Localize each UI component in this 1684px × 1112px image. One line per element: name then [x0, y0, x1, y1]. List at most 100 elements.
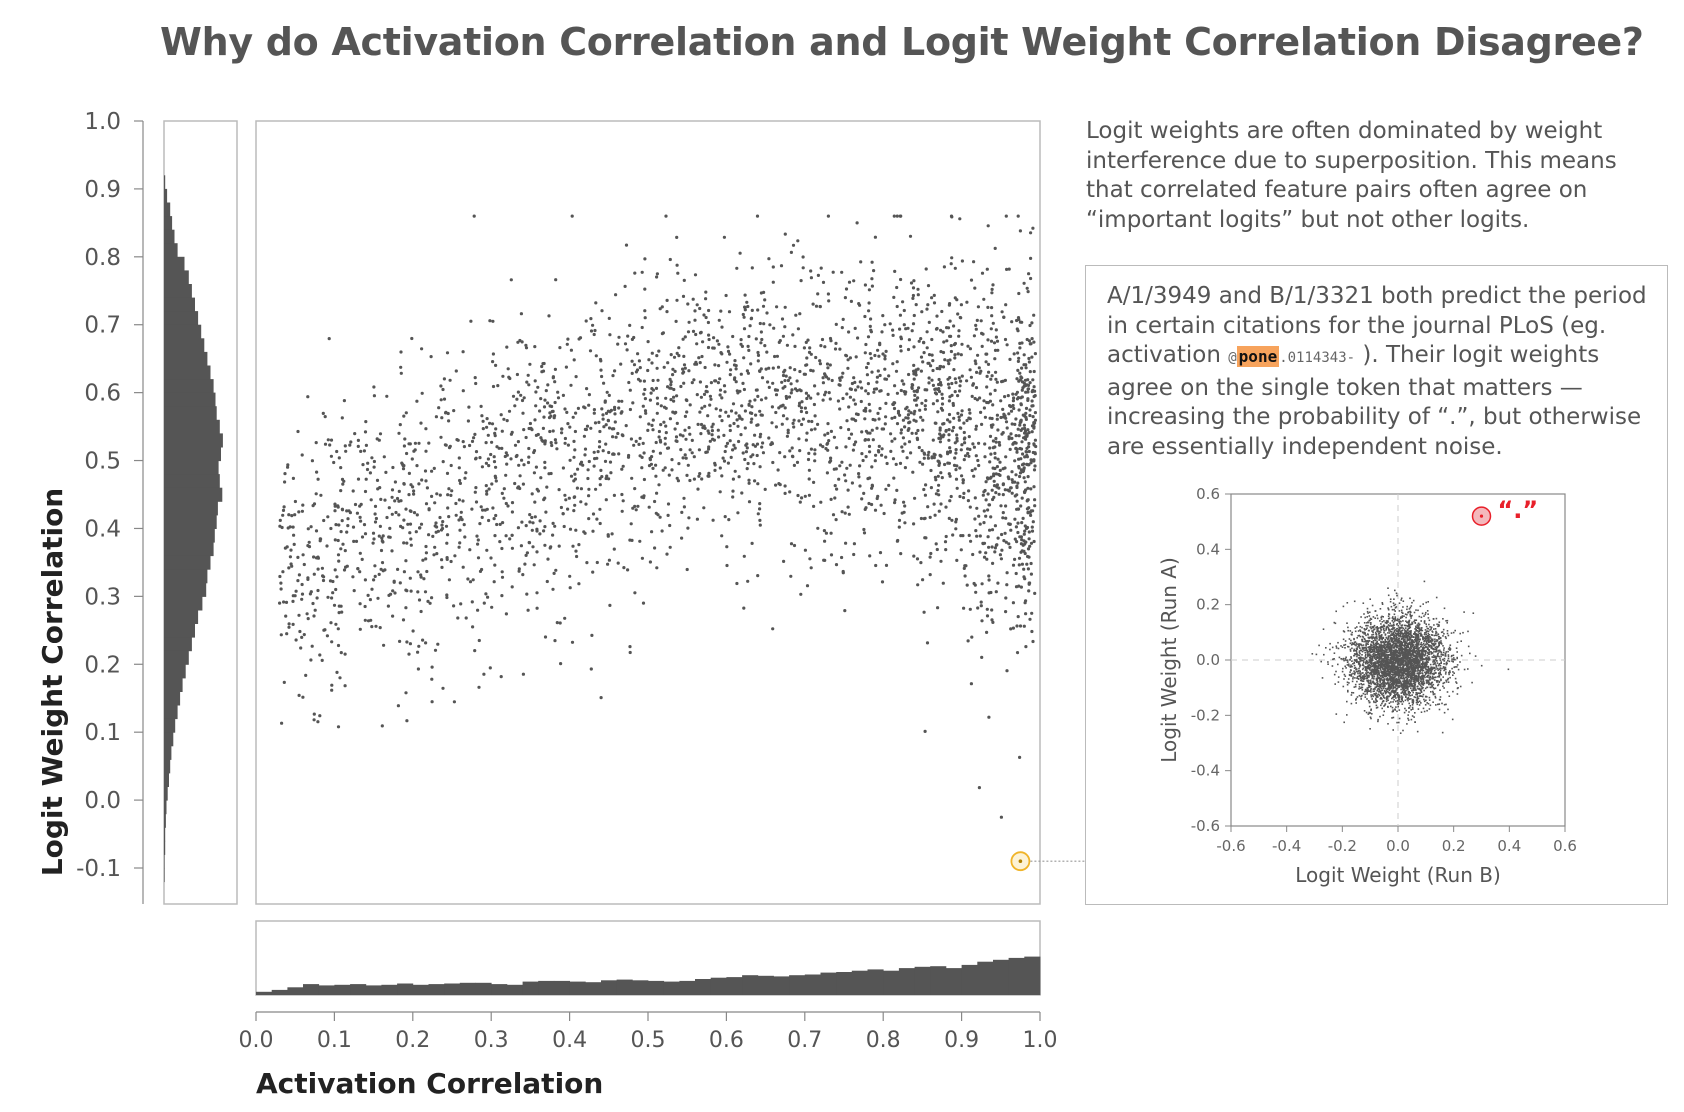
inset-point	[1376, 640, 1378, 643]
inset-point	[1389, 693, 1391, 695]
scatter-point	[343, 652, 347, 656]
scatter-point	[995, 417, 999, 421]
scatter-point	[1030, 430, 1034, 434]
scatter-point	[387, 593, 391, 598]
scatter-point	[539, 476, 543, 480]
scatter-point	[675, 235, 679, 239]
inset-point	[1379, 635, 1382, 638]
inset-point	[1394, 686, 1396, 689]
scatter-point	[1016, 359, 1021, 363]
scatter-point	[1022, 423, 1026, 427]
x-histogram-bar	[491, 984, 508, 995]
scatter-point	[573, 472, 577, 476]
scatter-point	[541, 439, 545, 443]
scatter-point	[923, 407, 928, 411]
inset-point	[1407, 681, 1410, 683]
scatter-point	[405, 719, 409, 723]
scatter-point	[476, 608, 480, 612]
scatter-point	[356, 444, 360, 448]
scatter-point	[1019, 403, 1023, 407]
inset-point	[1353, 673, 1356, 676]
scatter-point	[692, 477, 697, 481]
scatter-point	[780, 317, 785, 321]
scatter-point	[532, 471, 537, 475]
inset-point	[1358, 650, 1361, 652]
scatter-point	[1015, 327, 1019, 331]
scatter-point	[775, 305, 779, 309]
scatter-point	[403, 437, 407, 441]
scatter-point	[715, 339, 720, 343]
scatter-point	[866, 382, 871, 386]
scatter-point	[576, 406, 581, 410]
scatter-point	[998, 460, 1002, 464]
scatter-point	[526, 608, 530, 612]
scatter-point	[819, 266, 823, 270]
scatter-point	[560, 431, 564, 435]
inset-point	[1423, 640, 1425, 643]
inset-point	[1365, 645, 1367, 647]
inset-point	[1395, 606, 1398, 608]
scatter-point	[1007, 542, 1011, 546]
scatter-point	[333, 538, 337, 542]
scatter-point	[552, 571, 556, 576]
scatter-point	[965, 418, 969, 423]
scatter-point	[366, 619, 371, 623]
scatter-point	[604, 442, 608, 446]
scatter-point	[606, 419, 611, 423]
scatter-point	[760, 445, 764, 449]
inset-point	[1392, 627, 1395, 630]
scatter-point	[1018, 346, 1022, 350]
scatter-point	[501, 521, 505, 525]
scatter-point	[1021, 452, 1025, 456]
y-tick-label: 0.7	[84, 313, 121, 339]
scatter-point	[875, 375, 880, 379]
inset-point	[1390, 636, 1392, 639]
scatter-point	[461, 389, 465, 393]
scatter-point	[917, 445, 921, 450]
scatter-point	[966, 344, 970, 348]
scatter-point	[804, 438, 809, 442]
scatter-point	[642, 392, 646, 396]
inset-point	[1383, 627, 1385, 629]
inset-point	[1424, 629, 1427, 631]
scatter-point	[623, 284, 627, 288]
scatter-point	[651, 378, 655, 383]
scatter-point	[763, 298, 767, 302]
inset-point	[1415, 691, 1417, 694]
scatter-point	[797, 404, 801, 408]
scatter-point	[863, 283, 868, 287]
scatter-point	[748, 324, 752, 328]
scatter-point	[824, 531, 829, 535]
inset-point	[1377, 642, 1380, 645]
scatter-point	[1007, 489, 1012, 493]
scatter-point	[732, 421, 736, 426]
scatter-point	[916, 583, 920, 587]
scatter-point	[824, 390, 828, 394]
scatter-point	[428, 601, 432, 605]
scatter-point	[938, 440, 943, 444]
scatter-point	[1026, 498, 1030, 502]
inset-point	[1431, 685, 1434, 688]
scatter-point	[995, 413, 1000, 417]
scatter-point	[584, 427, 589, 432]
scatter-point	[793, 344, 797, 348]
scatter-point	[813, 452, 817, 456]
inset-point	[1426, 627, 1429, 630]
scatter-point	[287, 513, 291, 517]
inset-point	[1374, 686, 1377, 689]
scatter-point	[502, 496, 506, 500]
scatter-point	[1013, 494, 1017, 498]
inset-point	[1431, 631, 1434, 633]
scatter-point	[705, 385, 709, 389]
scatter-point	[310, 644, 314, 648]
scatter-point	[808, 346, 812, 350]
scatter-point	[448, 378, 452, 382]
scatter-point	[928, 555, 932, 559]
inset-point	[1442, 618, 1444, 620]
scatter-point	[827, 439, 831, 443]
scatter-point	[984, 480, 988, 484]
scatter-point	[328, 579, 333, 583]
scatter-point	[665, 446, 670, 450]
scatter-point	[1028, 323, 1032, 328]
scatter-point	[541, 362, 545, 366]
